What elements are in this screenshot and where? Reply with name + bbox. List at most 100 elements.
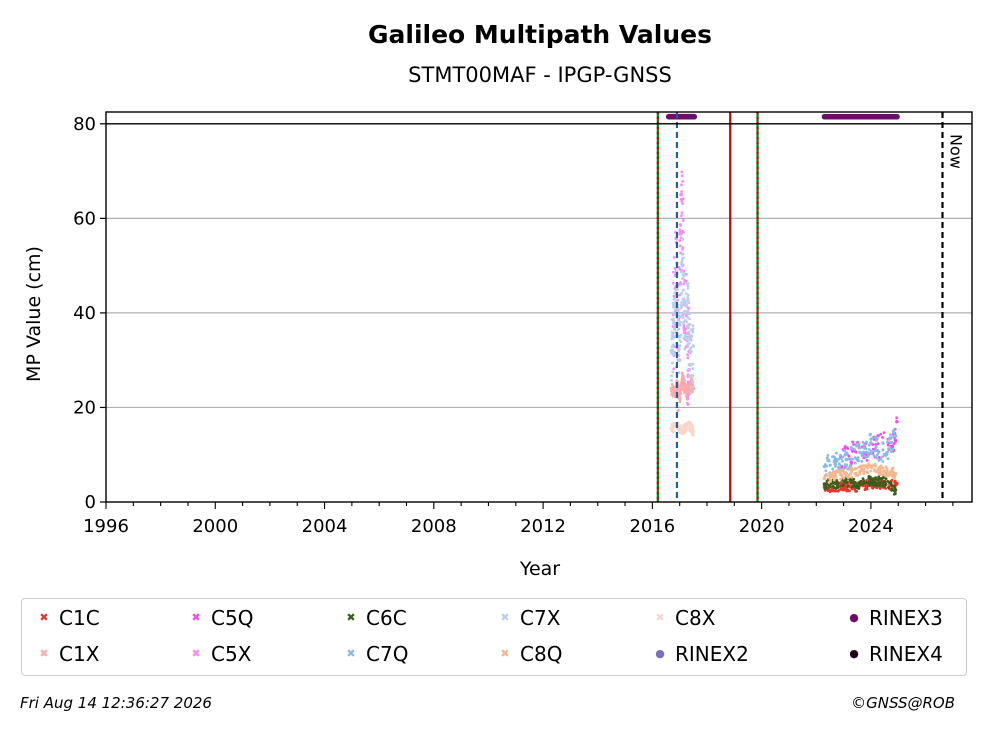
point-c8q — [876, 469, 880, 472]
point-c7q — [890, 441, 894, 444]
point-c7x — [671, 302, 675, 305]
point-c8q — [822, 476, 827, 481]
point-rinex3 — [691, 113, 698, 120]
point-c5x — [679, 197, 683, 201]
point-c1x — [680, 371, 684, 375]
point-c7q — [827, 458, 831, 462]
chart-title: Galileo Multipath Values — [368, 20, 712, 49]
point-c5x — [682, 331, 686, 335]
point-c1c — [875, 486, 879, 490]
point-c5x — [682, 328, 686, 332]
axes: 0 20 40 60 80 1996 2000 2004 2008 2012 2016 2020 202… — [73, 111, 973, 537]
point-c7q — [850, 457, 854, 461]
point-c5x — [672, 270, 675, 274]
grid-lines — [106, 123, 972, 409]
point-c5x — [679, 192, 683, 197]
point-c7x — [688, 341, 691, 345]
point-c7q — [857, 459, 861, 463]
point-c5q — [876, 434, 880, 437]
point-c8q — [879, 465, 883, 468]
point-c8q — [824, 472, 828, 476]
point-c8q — [837, 470, 840, 474]
point-c8q — [887, 473, 890, 477]
point-c7x — [691, 380, 694, 384]
point-c6c — [893, 485, 897, 489]
point-c5x — [673, 267, 677, 270]
point-c8q — [893, 471, 898, 476]
point-c1c — [865, 479, 869, 482]
legend-label: RINEX2 — [675, 642, 749, 666]
point-c5x — [680, 183, 683, 187]
legend-item-c5q: ✖ C5Q — [191, 607, 253, 629]
point-c6c — [893, 492, 896, 496]
point-c8q — [841, 469, 845, 473]
point-c7x — [671, 352, 675, 356]
point-c5x — [671, 281, 675, 285]
y-tick-label: 80 — [73, 114, 96, 135]
point-c5q — [851, 440, 854, 444]
point-c7q — [871, 436, 874, 440]
legend-marker-icon: ✖ — [346, 647, 356, 660]
point-c8q — [853, 472, 857, 476]
point-c5q — [886, 443, 890, 447]
point-c6c — [872, 477, 876, 480]
point-c7x — [686, 296, 690, 299]
point-c7x — [669, 348, 674, 353]
point-c7q — [869, 432, 872, 436]
x-tick-label: 1996 — [83, 516, 129, 537]
legend-marker-icon: ✖ — [39, 611, 49, 624]
legend-label: C8X — [675, 606, 716, 630]
point-c7q — [833, 458, 837, 461]
point-c7q — [840, 457, 843, 460]
point-c8q — [844, 474, 848, 478]
point-c6c — [856, 484, 860, 488]
point-c8q — [839, 477, 843, 481]
point-c5x — [681, 180, 684, 183]
point-c8q — [831, 471, 835, 475]
point-c8q — [873, 468, 876, 471]
point-c7x — [680, 301, 684, 304]
point-c1x — [688, 382, 693, 386]
point-c7x — [691, 367, 695, 370]
point-c7x — [678, 323, 682, 327]
point-c1x — [686, 386, 690, 390]
point-c5x — [685, 396, 689, 400]
point-c8q — [846, 476, 850, 480]
x-tick-label: 2012 — [520, 516, 566, 537]
legend-marker-icon: ✖ — [191, 647, 201, 660]
point-c7q — [879, 457, 883, 461]
point-c7x — [678, 339, 682, 342]
point-c6c — [877, 481, 880, 484]
point-c5q — [865, 458, 869, 462]
point-c7x — [689, 386, 693, 389]
point-c7x — [685, 299, 689, 303]
point-c1x — [679, 392, 683, 396]
point-c8q — [851, 468, 854, 472]
point-c7q — [886, 457, 890, 461]
point-c6c — [835, 479, 839, 482]
point-c5x — [680, 174, 684, 178]
point-c7q — [822, 464, 827, 469]
point-c7q — [869, 451, 873, 455]
point-c5q — [856, 440, 859, 444]
point-c5x — [676, 409, 680, 412]
x-tick-label: 2004 — [302, 516, 348, 537]
point-c7q — [860, 459, 864, 463]
point-c7q — [875, 453, 879, 457]
x-tick-label: 2000 — [192, 516, 238, 537]
point-c1x — [671, 384, 675, 388]
y-tick-label: 40 — [73, 303, 96, 324]
point-c7x — [674, 269, 678, 273]
point-c1c — [863, 483, 868, 488]
point-c6c — [893, 488, 898, 492]
point-c7x — [686, 286, 690, 290]
legend-marker-icon: ✖ — [655, 611, 665, 624]
point-c8x — [677, 427, 680, 431]
point-c8x — [686, 422, 690, 426]
point-c7x — [682, 320, 686, 324]
y-axis-label: MP Value (cm) — [23, 246, 45, 382]
point-rinex3 — [894, 113, 900, 120]
point-c5x — [676, 298, 679, 302]
point-c7x — [679, 320, 682, 324]
point-c7x — [671, 370, 675, 374]
